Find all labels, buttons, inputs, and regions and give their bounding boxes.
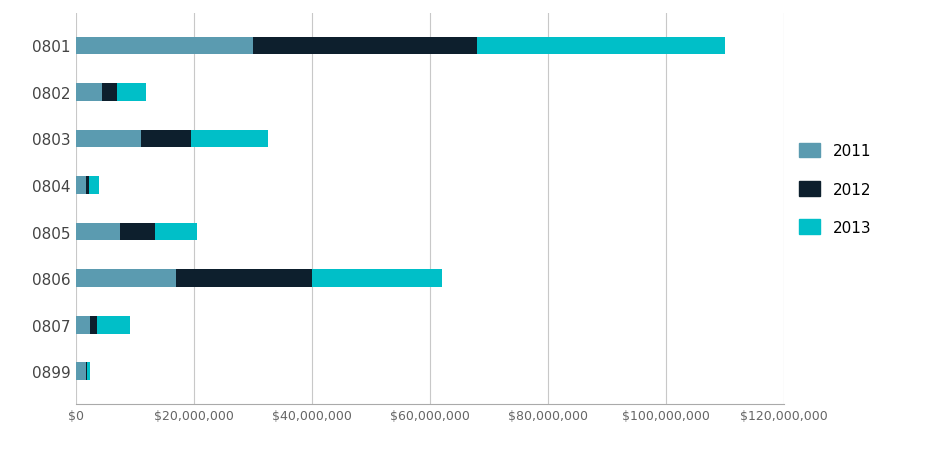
Bar xyxy=(191,130,267,148)
Bar xyxy=(120,223,155,241)
Bar xyxy=(477,38,725,55)
Bar xyxy=(76,84,102,101)
Bar xyxy=(76,38,253,55)
Bar xyxy=(89,177,99,195)
Bar xyxy=(87,363,90,380)
Legend: 2011, 2012, 2013: 2011, 2012, 2013 xyxy=(799,143,870,235)
Bar xyxy=(76,316,91,334)
Bar xyxy=(176,270,312,287)
Bar xyxy=(253,38,477,55)
Bar xyxy=(91,316,97,334)
Bar xyxy=(141,130,191,148)
Bar xyxy=(102,84,117,101)
Bar xyxy=(76,363,86,380)
Bar xyxy=(76,130,141,148)
Bar xyxy=(76,177,86,195)
Bar xyxy=(312,270,441,287)
Bar xyxy=(76,270,176,287)
Bar xyxy=(155,223,196,241)
Bar xyxy=(76,223,120,241)
Bar xyxy=(97,316,130,334)
Bar xyxy=(86,177,89,195)
Bar xyxy=(117,84,146,101)
